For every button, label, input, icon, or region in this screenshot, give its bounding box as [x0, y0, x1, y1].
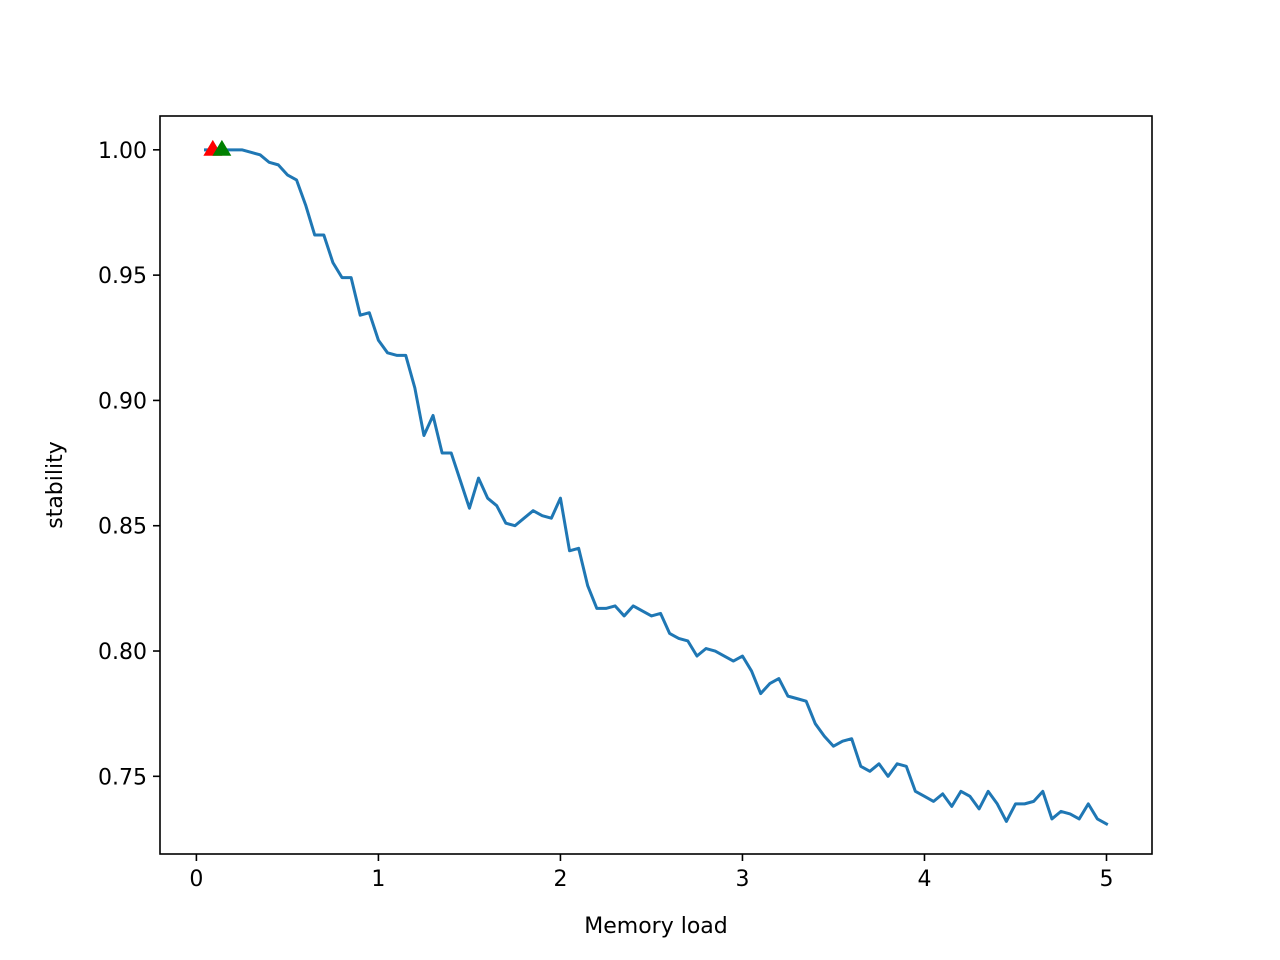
plot-area: [203, 139, 1109, 826]
y-tick-label: 0.95: [98, 264, 147, 289]
y-tick-label: 1.00: [98, 139, 147, 164]
x-tick-label: 4: [917, 867, 931, 892]
y-tick-label: 0.80: [98, 640, 147, 665]
x-axis-label: Memory load: [584, 914, 727, 939]
y-tick-label: 0.85: [98, 515, 147, 540]
y-tick-label: 0.75: [98, 765, 147, 790]
marker-layer: [203, 139, 232, 156]
x-axis: 0 1 2 3 4 5: [189, 854, 1113, 892]
y-axis: 0.75 0.80 0.85 0.90 0.95 1.00: [98, 139, 160, 790]
plot-frame: [159, 115, 1153, 855]
x-tick-label: 0: [189, 867, 203, 892]
series-layer: [204, 148, 1109, 826]
x-tick-label: 2: [553, 867, 567, 892]
y-axis-label: stability: [43, 441, 68, 529]
series-line-0: [204, 148, 1109, 826]
x-tick-label: 1: [371, 867, 385, 892]
x-tick-label: 3: [735, 867, 749, 892]
triangle-marker-1: [212, 139, 232, 156]
x-tick-label: 5: [1099, 867, 1113, 892]
y-tick-label: 0.90: [98, 389, 147, 414]
